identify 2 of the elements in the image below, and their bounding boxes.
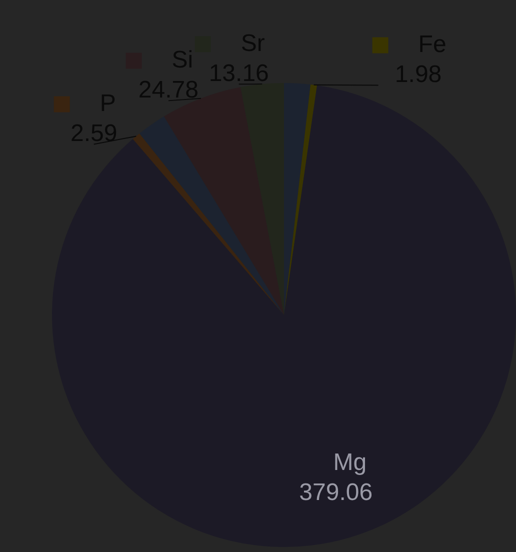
slice-label: Mg [333, 448, 367, 476]
data-label: 379.06 [299, 478, 373, 506]
